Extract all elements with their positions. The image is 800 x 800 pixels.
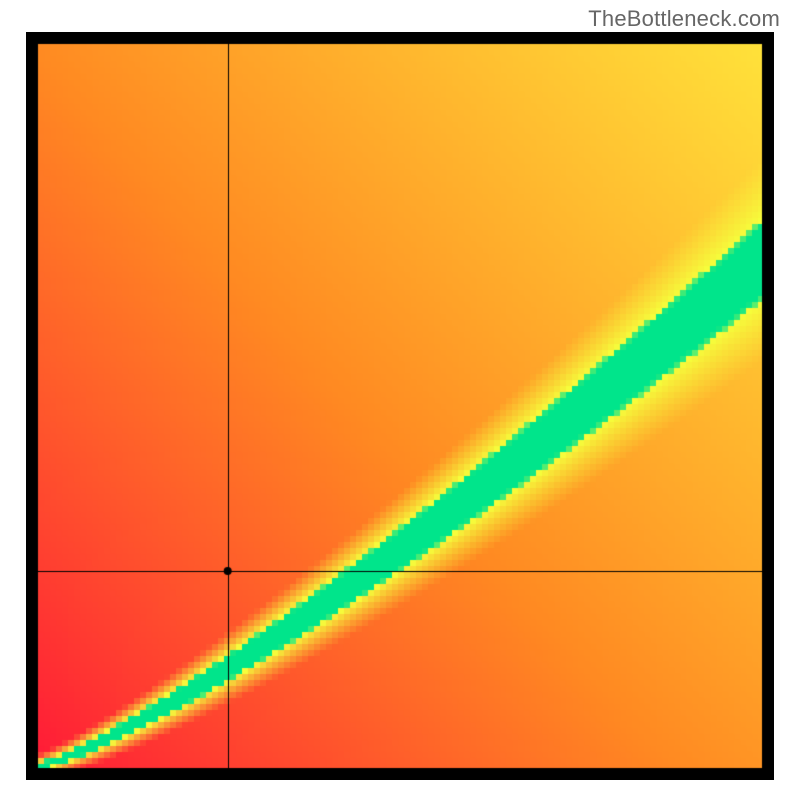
heatmap-canvas <box>26 32 774 780</box>
stage: TheBottleneck.com <box>0 0 800 800</box>
watermark-text: TheBottleneck.com <box>588 6 780 32</box>
chart-frame <box>26 32 774 780</box>
